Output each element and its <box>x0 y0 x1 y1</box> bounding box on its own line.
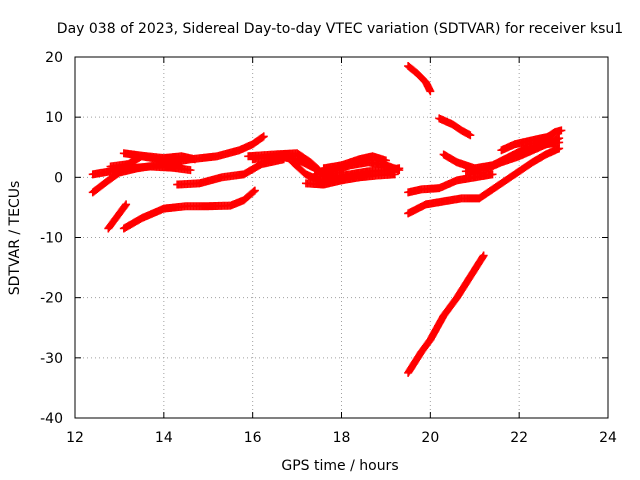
x-tick-label: 24 <box>599 430 617 446</box>
series-track-07 <box>173 155 288 189</box>
series-track-15 <box>435 114 475 140</box>
series-track-06 <box>119 186 259 233</box>
x-tick-label: 16 <box>244 430 262 446</box>
series-track-13 <box>319 152 390 173</box>
y-tick-label: 0 <box>54 170 63 186</box>
chart-title: Day 038 of 2023, Sidereal Day-to-day VTE… <box>57 21 623 37</box>
data-point <box>259 132 268 141</box>
data-point <box>249 187 258 196</box>
x-tick-label: 12 <box>66 430 84 446</box>
data-point <box>121 201 130 210</box>
x-tick-label: 18 <box>333 430 351 446</box>
grid-lines <box>75 57 608 418</box>
y-tick-label: -40 <box>40 411 63 427</box>
y-tick-label: 20 <box>45 50 63 66</box>
data-point <box>479 251 488 260</box>
x-axis-label: GPS time / hours <box>281 458 398 474</box>
data-point <box>177 162 186 171</box>
series-track-04 <box>119 149 199 164</box>
y-tick-label: 10 <box>45 110 63 126</box>
series-track-16 <box>404 251 488 377</box>
data-point <box>250 186 259 195</box>
data-point <box>557 126 566 135</box>
x-tick-label: 22 <box>510 430 528 446</box>
y-axis-label: SDTVAR / TECUs <box>7 181 23 296</box>
series-track-14 <box>404 62 435 96</box>
data-point <box>190 155 199 164</box>
series-track-20 <box>461 134 564 176</box>
series-track-22 <box>532 126 566 149</box>
y-tick-label: -10 <box>40 231 63 247</box>
series-track-17 <box>404 170 497 197</box>
data-point <box>466 131 475 140</box>
data-point <box>488 170 497 179</box>
data-point <box>381 156 390 165</box>
data-point <box>555 134 564 143</box>
series-track-18 <box>404 144 564 218</box>
data-point <box>186 166 195 175</box>
series-track-11 <box>301 170 399 189</box>
series-track-05 <box>104 200 131 233</box>
x-tick-label: 14 <box>155 430 173 446</box>
data-series <box>88 62 566 377</box>
data-point <box>395 166 404 175</box>
y-tick-label: -30 <box>40 351 63 367</box>
axes: 12 14 16 18 20 22 24 -40 -30 -20 -10 0 10 20 <box>40 50 617 446</box>
y-tick-label: -20 <box>40 291 63 307</box>
x-tick-label: 20 <box>421 430 439 446</box>
data-point <box>426 87 435 96</box>
data-point <box>122 200 131 209</box>
